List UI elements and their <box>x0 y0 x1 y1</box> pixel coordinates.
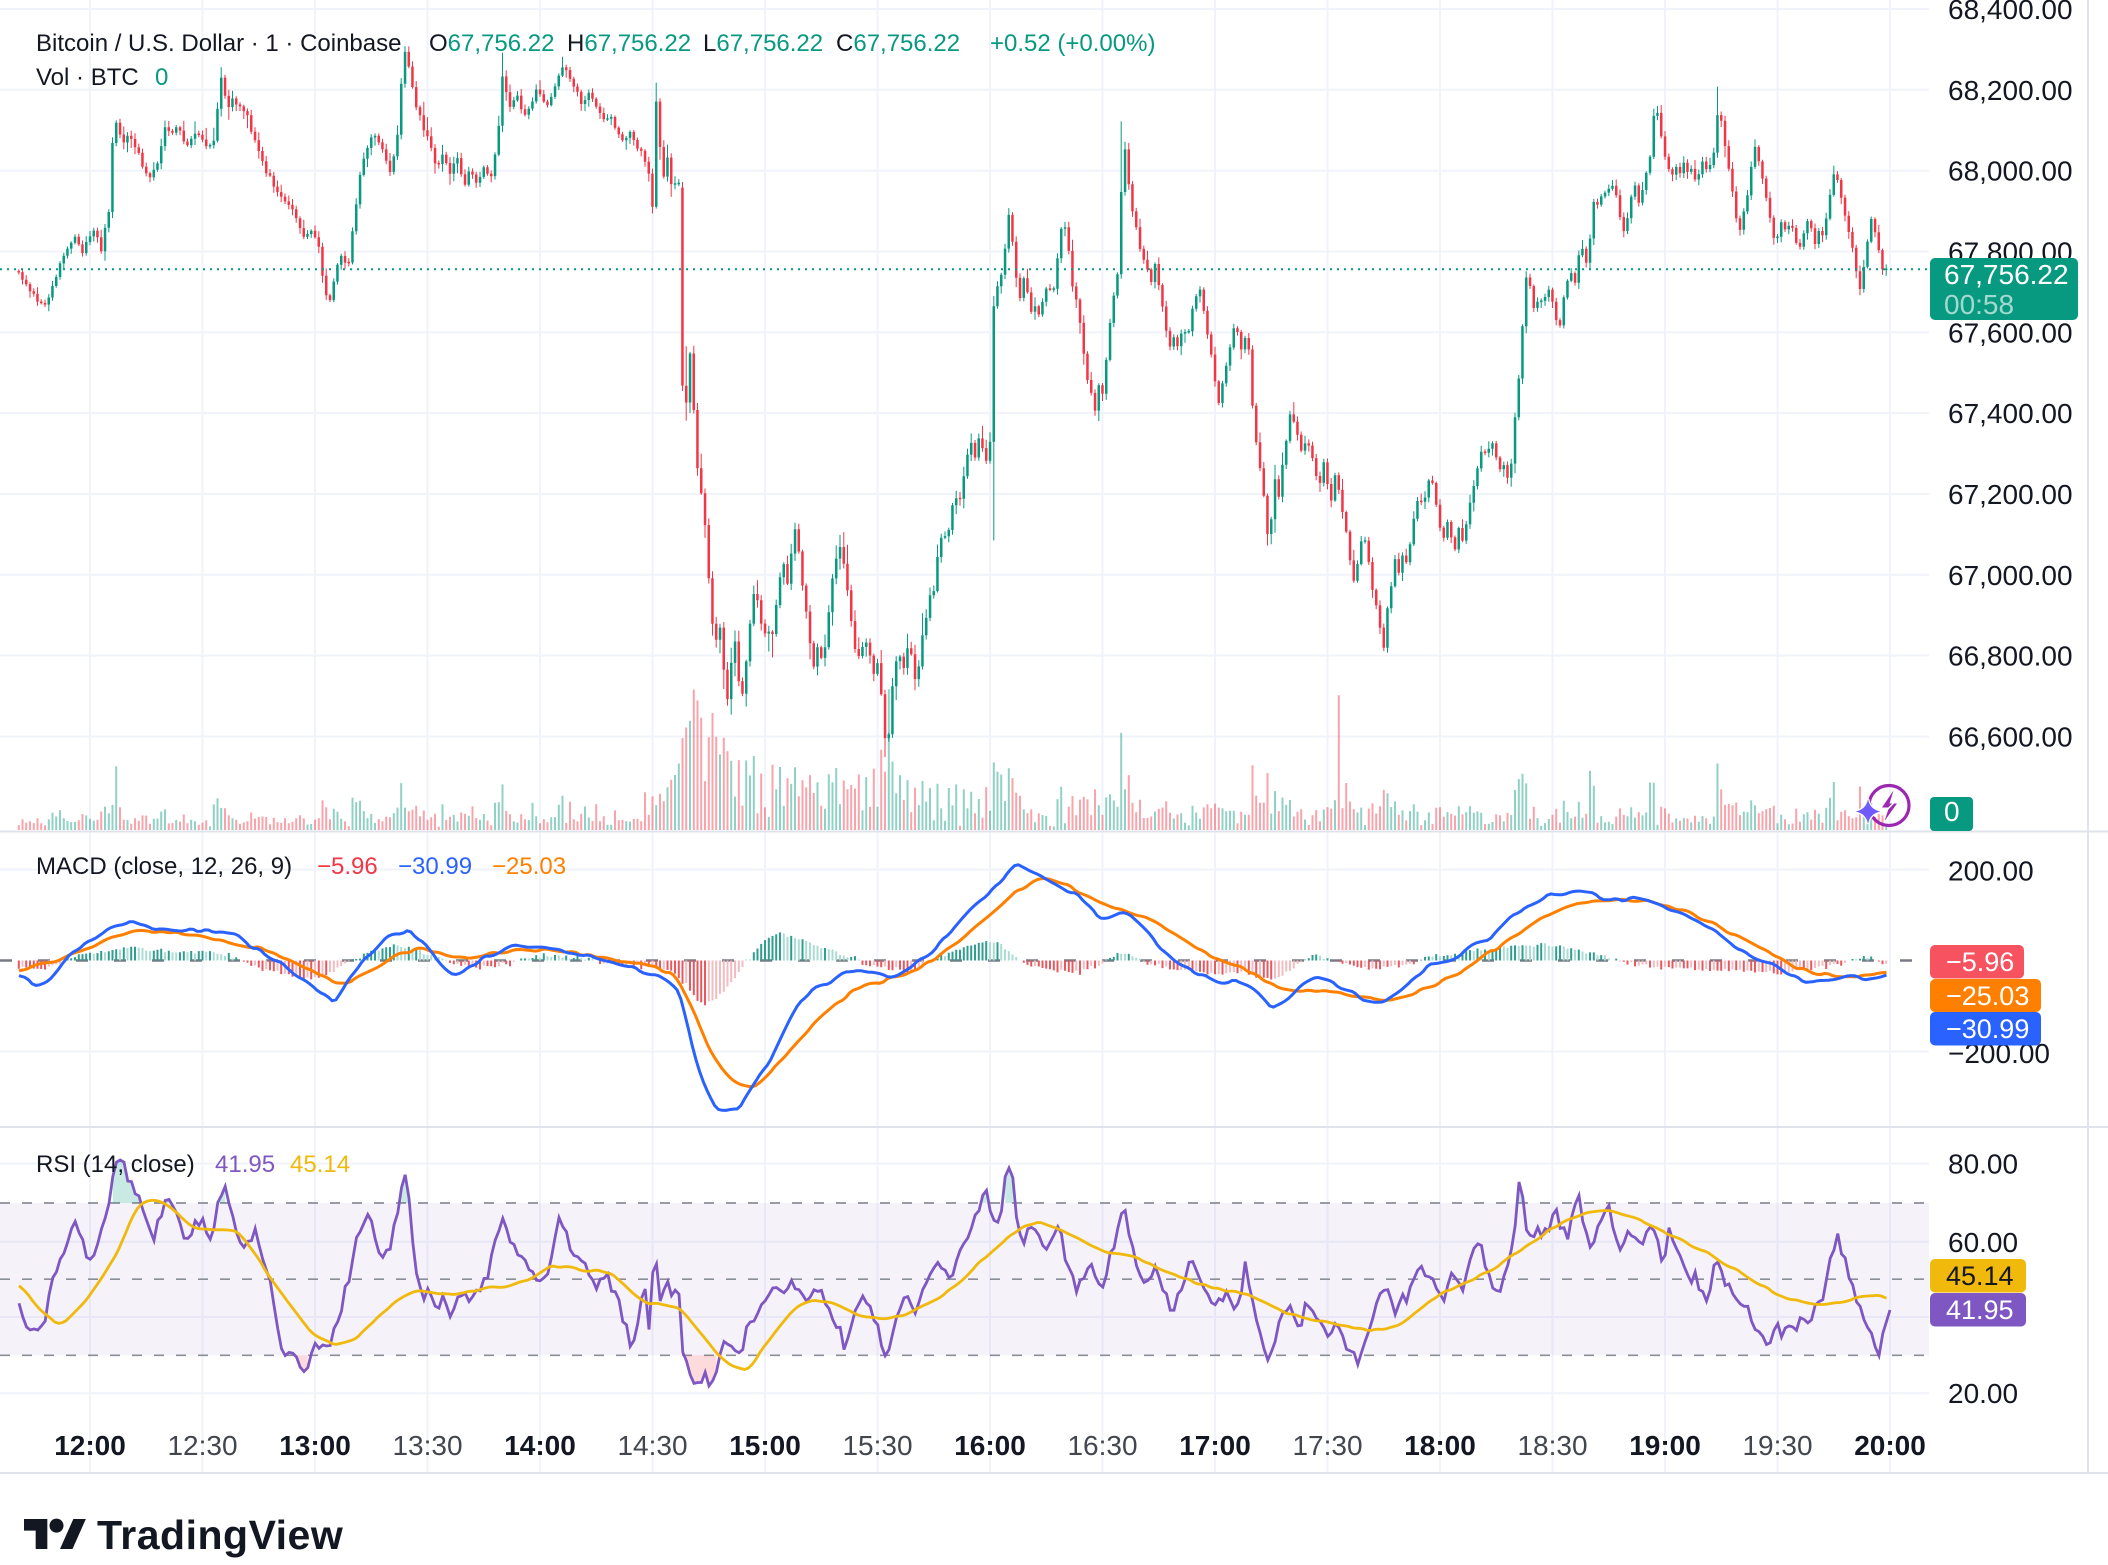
svg-text:Vol · BTC: Vol · BTC <box>36 64 139 91</box>
svg-text:17:00: 17:00 <box>1179 1430 1251 1461</box>
svg-text:12:00: 12:00 <box>54 1430 126 1461</box>
svg-text:Bitcoin / U.S. Dollar · 1 · Co: Bitcoin / U.S. Dollar · 1 · Coinbase <box>36 30 401 57</box>
svg-text:−25.03: −25.03 <box>1946 981 2029 1011</box>
svg-text:16:30: 16:30 <box>1067 1430 1137 1461</box>
svg-text:68,200.00: 68,200.00 <box>1948 75 2073 106</box>
svg-text:13:30: 13:30 <box>392 1430 462 1461</box>
svg-text:20:00: 20:00 <box>1854 1430 1926 1461</box>
svg-text:68,400.00: 68,400.00 <box>1948 0 2073 25</box>
svg-text:O67,756.22: O67,756.22 <box>429 30 554 57</box>
svg-text:15:00: 15:00 <box>729 1430 801 1461</box>
svg-text:L67,756.22: L67,756.22 <box>703 30 823 57</box>
svg-text:68,000.00: 68,000.00 <box>1948 156 2073 187</box>
svg-text:12:30: 12:30 <box>167 1430 237 1461</box>
svg-text:19:00: 19:00 <box>1629 1430 1701 1461</box>
svg-text:67,600.00: 67,600.00 <box>1948 317 2073 348</box>
svg-text:41.95: 41.95 <box>1946 1295 2014 1325</box>
svg-text:0: 0 <box>1944 796 1960 827</box>
svg-text:14:00: 14:00 <box>504 1430 576 1461</box>
svg-text:MACD (close, 12, 26, 9): MACD (close, 12, 26, 9) <box>36 853 292 880</box>
svg-text:19:30: 19:30 <box>1742 1430 1812 1461</box>
svg-text:200.00: 200.00 <box>1948 856 2034 887</box>
svg-text:67,000.00: 67,000.00 <box>1948 560 2073 591</box>
svg-text:15:30: 15:30 <box>842 1430 912 1461</box>
svg-text:80.00: 80.00 <box>1948 1149 2018 1180</box>
svg-text:H67,756.22: H67,756.22 <box>567 30 691 57</box>
svg-text:41.95: 41.95 <box>215 1151 275 1178</box>
svg-text:18:30: 18:30 <box>1517 1430 1587 1461</box>
svg-text:RSI (14, close): RSI (14, close) <box>36 1151 195 1178</box>
svg-text:45.14: 45.14 <box>290 1151 350 1178</box>
svg-text:00:58: 00:58 <box>1944 289 2014 320</box>
svg-text:−30.99: −30.99 <box>398 853 472 880</box>
svg-text:−30.99: −30.99 <box>1946 1014 2029 1044</box>
svg-text:−5.96: −5.96 <box>317 853 378 880</box>
svg-text:17:30: 17:30 <box>1292 1430 1362 1461</box>
svg-text:45.14: 45.14 <box>1946 1261 2014 1291</box>
svg-text:14:30: 14:30 <box>617 1430 687 1461</box>
svg-text:0: 0 <box>155 64 168 91</box>
svg-text:67,200.00: 67,200.00 <box>1948 479 2073 510</box>
svg-text:13:00: 13:00 <box>279 1430 351 1461</box>
svg-text:67,756.22: 67,756.22 <box>1944 259 2069 290</box>
svg-text:66,600.00: 66,600.00 <box>1948 721 2073 752</box>
svg-text:+0.52 (+0.00%): +0.52 (+0.00%) <box>990 30 1155 57</box>
svg-text:60.00: 60.00 <box>1948 1227 2018 1258</box>
svg-text:16:00: 16:00 <box>954 1430 1026 1461</box>
svg-text:67,400.00: 67,400.00 <box>1948 398 2073 429</box>
svg-text:−5.96: −5.96 <box>1946 947 2014 977</box>
svg-text:C67,756.22: C67,756.22 <box>836 30 960 57</box>
svg-text:66,800.00: 66,800.00 <box>1948 641 2073 672</box>
svg-text:20.00: 20.00 <box>1948 1378 2018 1409</box>
svg-text:−25.03: −25.03 <box>492 853 566 880</box>
svg-text:18:00: 18:00 <box>1404 1430 1476 1461</box>
svg-text:TradingView: TradingView <box>97 1512 343 1558</box>
